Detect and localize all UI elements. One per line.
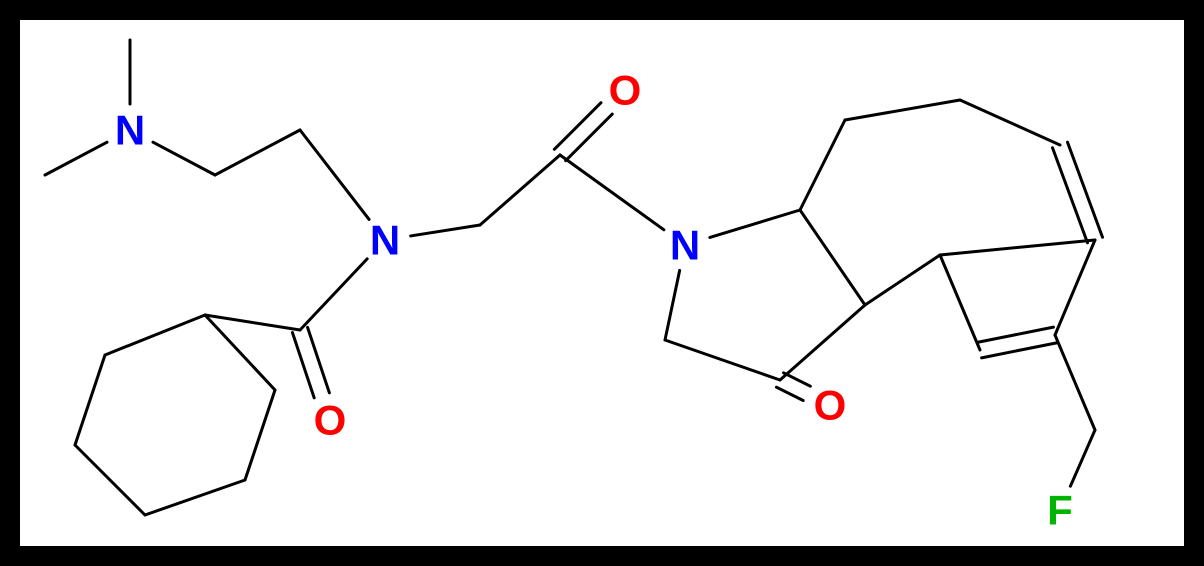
diagram-panel bbox=[20, 20, 1184, 546]
atom-n: N bbox=[115, 107, 145, 154]
atom-n: N bbox=[370, 217, 400, 264]
atom-o: O bbox=[609, 67, 642, 114]
atom-o: O bbox=[314, 397, 347, 444]
atom-o: O bbox=[814, 382, 847, 429]
molecule-canvas: N N O O N O F bbox=[0, 0, 1204, 566]
atom-n: N bbox=[670, 222, 700, 269]
atom-f: F bbox=[1047, 487, 1073, 534]
